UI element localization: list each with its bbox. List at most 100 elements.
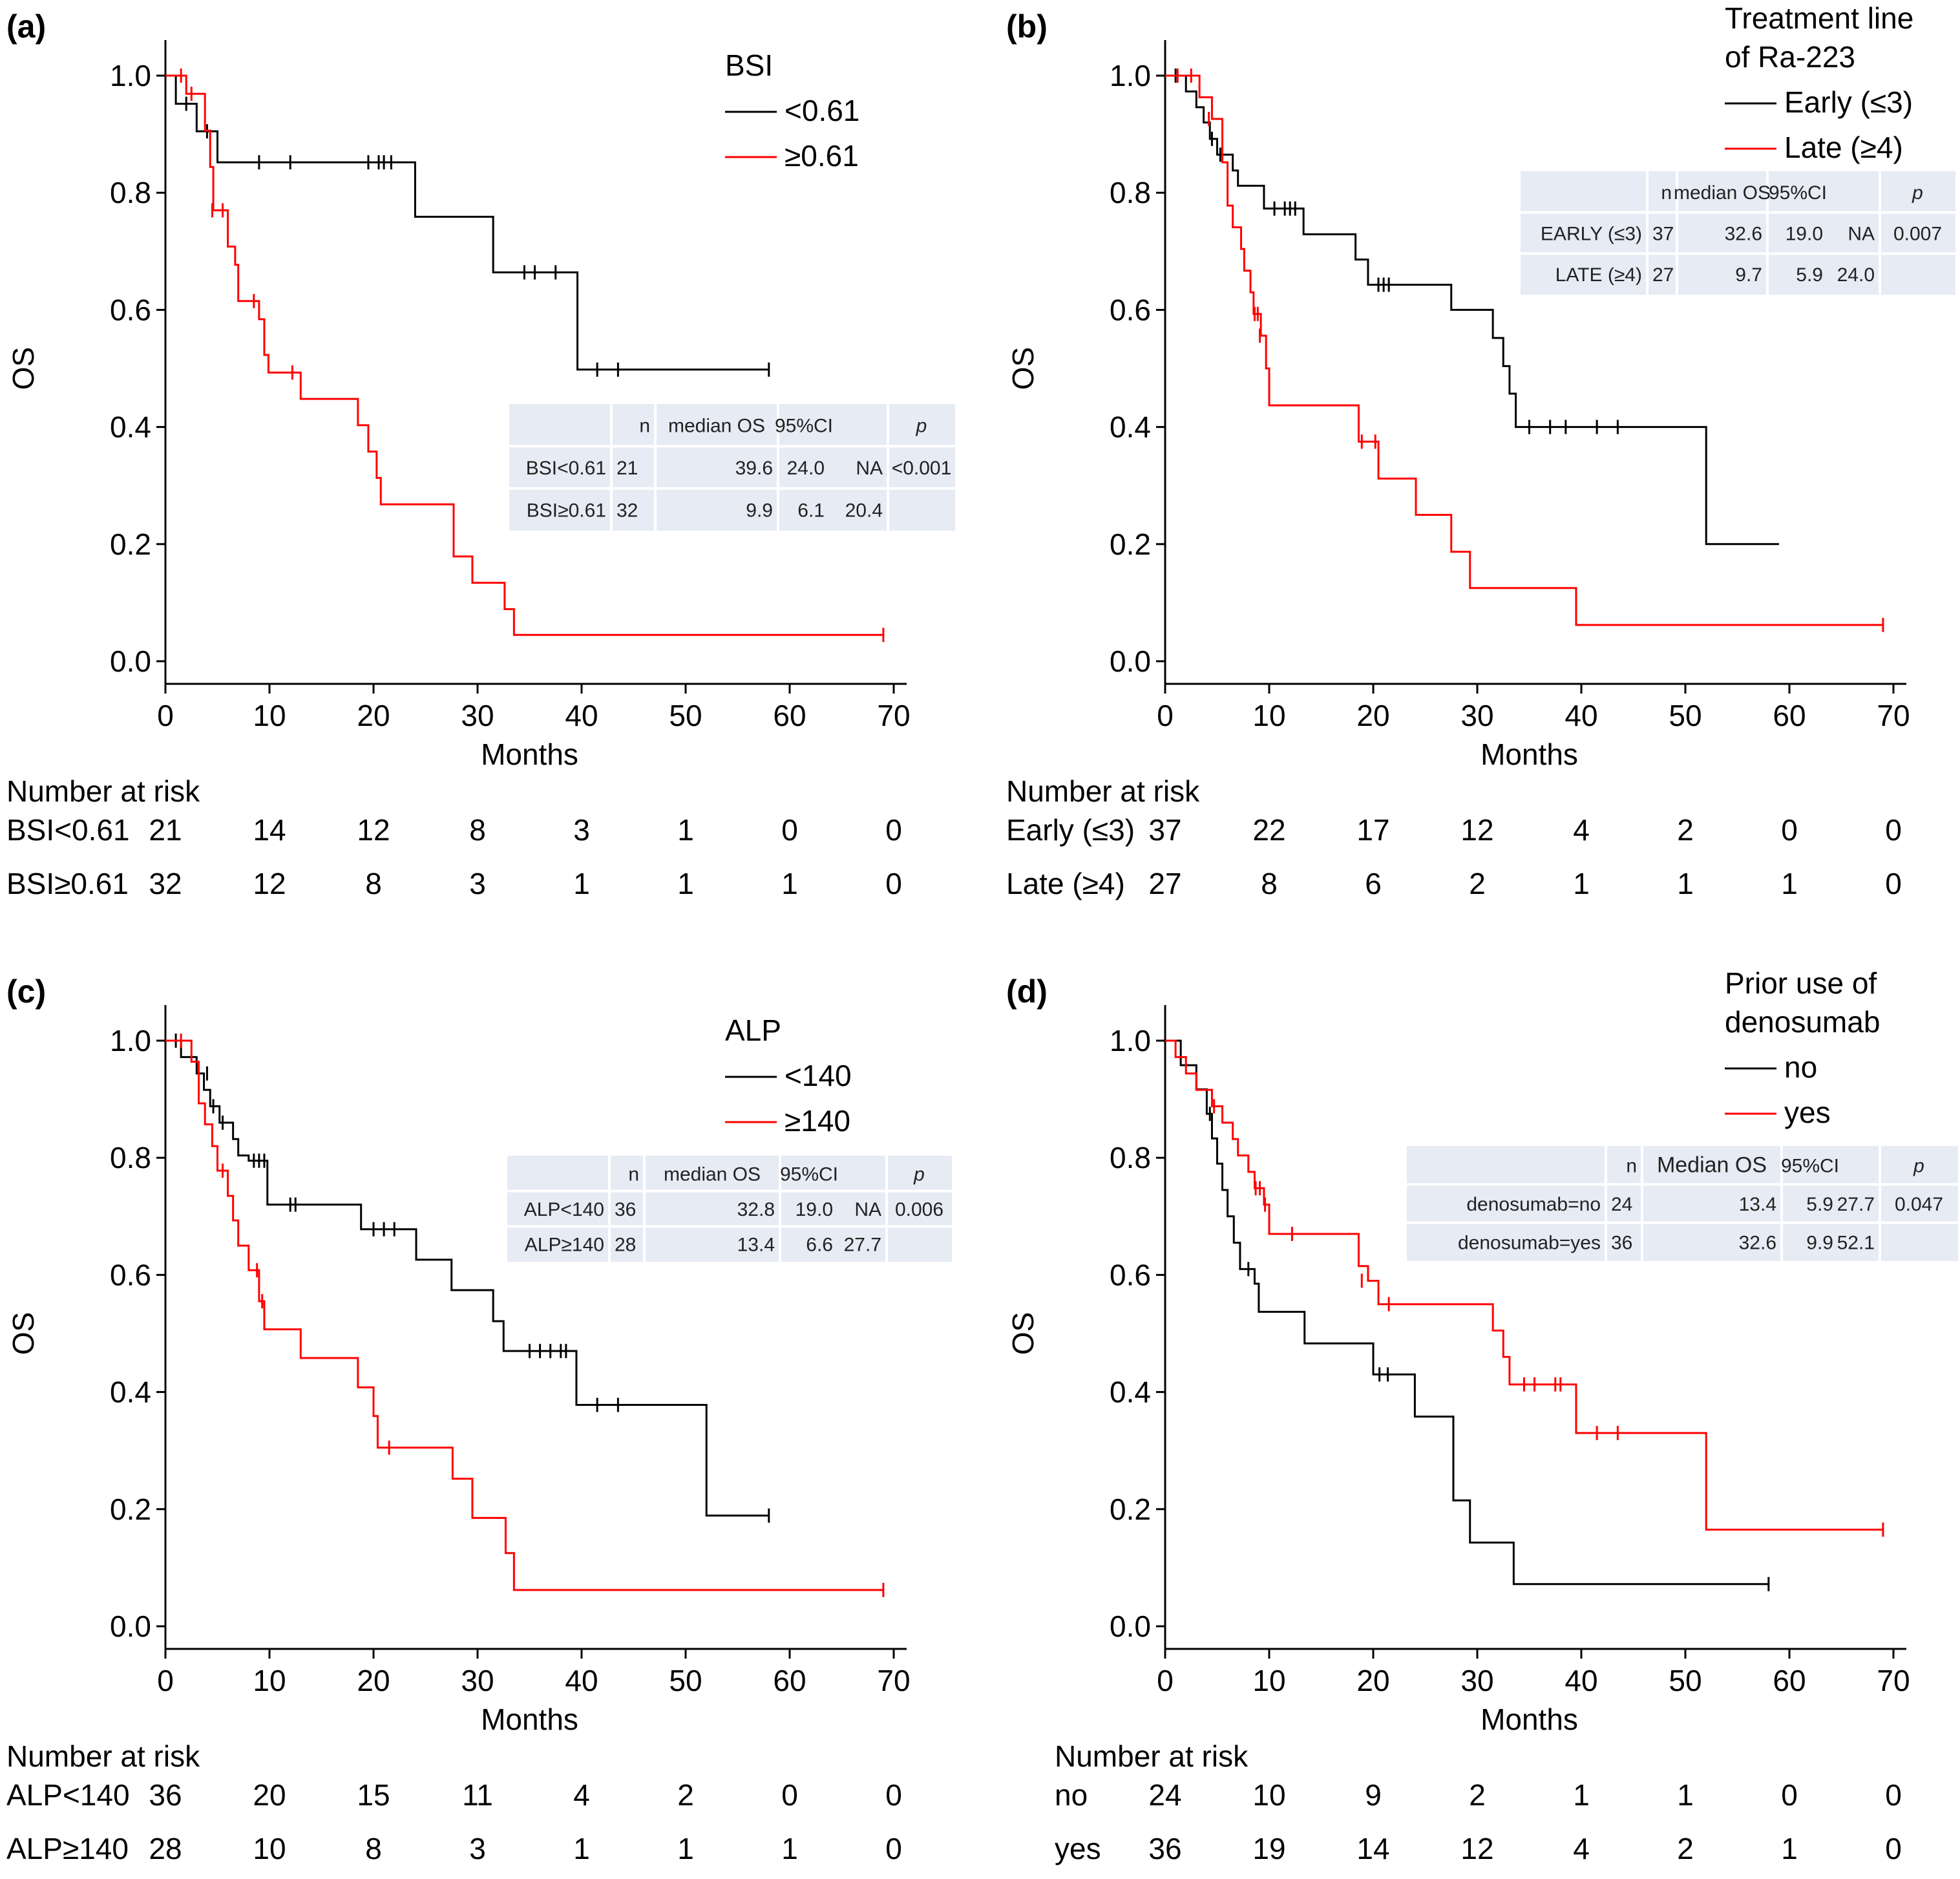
risk-value: 12	[1460, 813, 1493, 847]
table-background	[1407, 1146, 1958, 1261]
y-tick-label: 0.2	[1110, 1492, 1151, 1526]
risk-value: 14	[253, 813, 286, 847]
risk-value: 12	[357, 813, 390, 847]
risk-value: 10	[253, 1832, 286, 1865]
x-tick-label: 50	[1669, 699, 1702, 732]
table-cell: BSI<0.61	[526, 458, 606, 479]
risk-value: 37	[1148, 813, 1181, 847]
panel-letter: (c)	[6, 973, 46, 1010]
x-tick-label: 10	[253, 699, 286, 732]
y-tick-label: 0.2	[110, 1492, 151, 1526]
x-tick-label: 20	[357, 1664, 390, 1697]
table-cell: 13.4	[1739, 1194, 1776, 1215]
x-tick-label: 20	[1356, 699, 1389, 732]
risk-value: 15	[357, 1778, 390, 1812]
risk-value: 0	[781, 813, 798, 847]
x-tick-label: 30	[461, 1664, 494, 1697]
panel-letter: (b)	[1006, 8, 1048, 45]
table-header-cell: Median OS	[1657, 1153, 1767, 1178]
risk-value: 1	[677, 867, 694, 900]
panel-2: (c)0.00.20.40.60.81.00 10 20 30 40 50 60 70Mont…	[6, 973, 952, 1865]
table-header-cell: 95%CI	[1769, 182, 1827, 204]
y-axis-label: OS	[6, 1312, 40, 1355]
x-tick-label: 50	[669, 1664, 702, 1697]
y-axis-label: OS	[6, 347, 40, 390]
table-background	[507, 1156, 952, 1262]
table-cell: 32.8	[737, 1199, 775, 1220]
x-tick-label: 70	[877, 1664, 910, 1697]
risk-value: 8	[365, 1832, 382, 1865]
table-cell: 9.7	[1735, 264, 1762, 286]
table-cell: 52.1	[1837, 1232, 1875, 1253]
panel-letter: (a)	[6, 8, 46, 45]
x-tick-label: 10	[253, 1664, 286, 1697]
table-cell: 37	[1652, 224, 1674, 245]
table-header-cell: p	[1913, 1156, 1924, 1177]
table-cell: 9.9	[746, 500, 773, 521]
table-cell: 13.4	[737, 1235, 775, 1256]
x-tick-label: 40	[1565, 1664, 1597, 1697]
table-header-cell: p	[916, 416, 927, 437]
table-cell: 36	[1611, 1232, 1632, 1253]
legend-label: <140	[785, 1059, 852, 1092]
risk-value: 1	[781, 1832, 798, 1865]
x-tick-label: 40	[1565, 699, 1597, 732]
risk-table: Number at risk BSI<0.61 21 14 12 8 3 1 0 0 BSI≥0.6…	[6, 774, 902, 900]
legend-title: denosumab	[1725, 1005, 1880, 1039]
risk-value: 11	[462, 1778, 493, 1812]
x-tick-label: 60	[1773, 1664, 1806, 1697]
table-cell: 24	[1611, 1194, 1632, 1215]
risk-value: 0	[1885, 867, 1902, 900]
x-tick-label: 40	[565, 1664, 598, 1697]
y-tick-label: 0.0	[110, 1609, 151, 1643]
x-tick-label: 60	[773, 1664, 806, 1697]
table-cell: 0.006	[895, 1199, 943, 1220]
risk-value: 1	[1677, 1778, 1694, 1812]
y-tick-label: 0.2	[110, 527, 151, 561]
y-tick-label: 0.4	[1110, 410, 1151, 444]
panel-letter: (d)	[1006, 973, 1048, 1010]
risk-value: 12	[253, 867, 286, 900]
risk-value: 28	[149, 1832, 182, 1865]
risk-value: 20	[253, 1778, 286, 1812]
y-tick-label: 1.0	[1110, 59, 1151, 92]
risk-value: 1	[1781, 867, 1798, 900]
table-header-cell: n	[639, 416, 650, 437]
risk-value: 9	[1365, 1778, 1382, 1812]
risk-value: 0	[885, 867, 902, 900]
risk-row-label: BSI≥0.61	[6, 867, 129, 900]
panel-0: (a)0.00.20.40.60.81.00 10 20 30 40 50 60 70Mont…	[6, 8, 955, 900]
y-tick-label: 0.0	[1110, 644, 1151, 678]
legend-label: Early (≤3)	[1784, 85, 1913, 119]
legend: BSI <0.61 ≥0.61	[725, 48, 859, 173]
table-header-cell: n	[1661, 182, 1672, 204]
y-tick-label: 0.6	[1110, 1258, 1151, 1291]
table-cell: ALP≥140	[525, 1235, 604, 1256]
risk-value: 1	[1677, 867, 1694, 900]
risk-value: 2	[1677, 1832, 1694, 1865]
risk-value: 14	[1356, 1832, 1389, 1865]
table-header-cell: median OS	[664, 1163, 761, 1185]
table-cell: denosumab=yes	[1458, 1232, 1601, 1253]
table-cell: NA	[856, 458, 883, 479]
y-tick-label: 0.8	[110, 176, 151, 209]
risk-title: Number at risk	[1055, 1739, 1249, 1773]
table-cell: 6.6	[806, 1235, 833, 1256]
y-tick-label: 0.6	[110, 293, 151, 326]
table-cell: 32.6	[1739, 1232, 1776, 1253]
y-tick-label: 0.0	[1110, 1609, 1151, 1643]
risk-value: 24	[1148, 1778, 1181, 1812]
table-cell: 27	[1652, 264, 1674, 286]
table-header-cell: p	[913, 1163, 925, 1185]
table-cell: 6.1	[797, 500, 825, 521]
table-cell: LATE (≥4)	[1555, 264, 1642, 286]
table-cell: EARLY (≤3)	[1541, 224, 1642, 245]
risk-value: 0	[885, 813, 902, 847]
table-cell: NA	[854, 1199, 881, 1220]
y-tick-label: 0.4	[1110, 1375, 1151, 1409]
risk-value: 1	[677, 813, 694, 847]
panel-3: (d)0.00.20.40.60.81.00 10 20 30 40 50 60 70Mont…	[1006, 966, 1958, 1865]
risk-value: 1	[1781, 1832, 1798, 1865]
x-tick-label: 30	[1460, 1664, 1493, 1697]
table-header-cell: median OS	[1674, 182, 1771, 204]
